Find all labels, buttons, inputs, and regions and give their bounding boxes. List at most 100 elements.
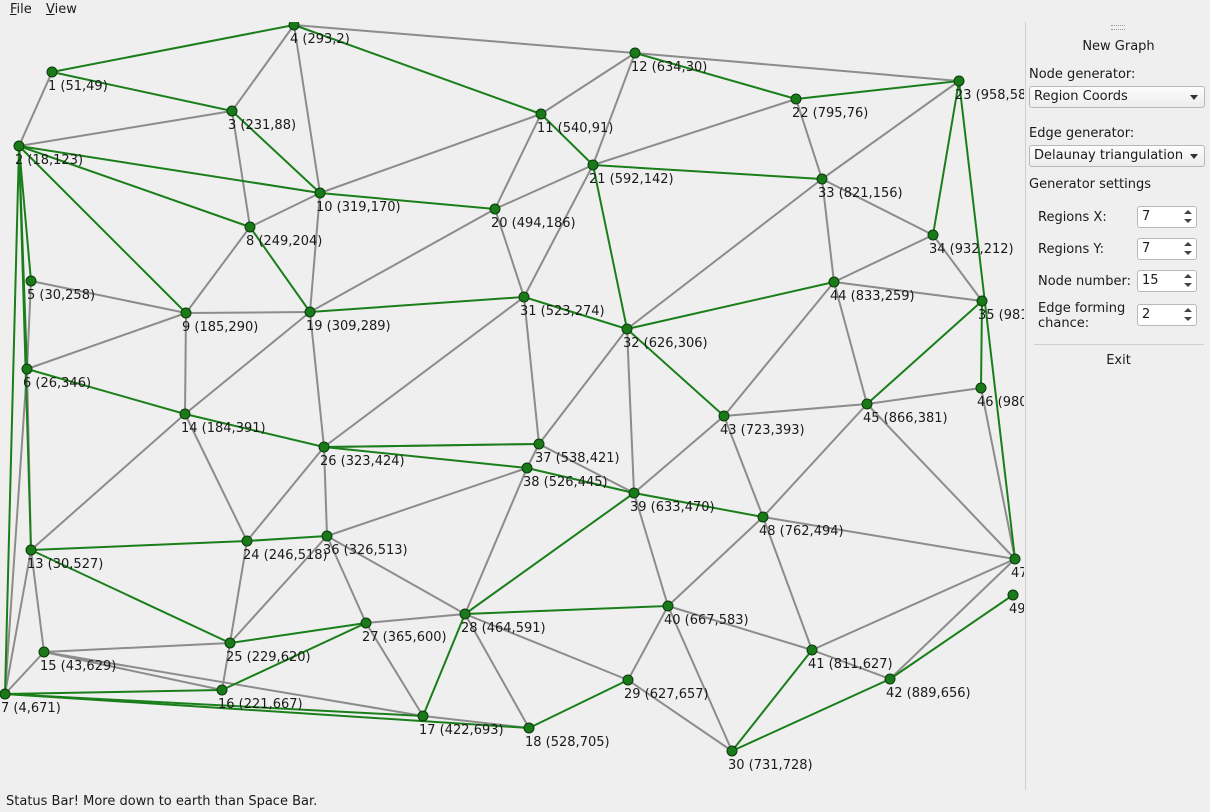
graph-node[interactable] (628, 487, 640, 499)
graph-node-label: 29 (627,657) (624, 687, 709, 702)
graph-edge-highlighted (731, 678, 891, 752)
graph-node[interactable] (417, 710, 429, 722)
graph-edge-highlighted (932, 80, 960, 236)
graph-node[interactable] (318, 441, 330, 453)
spin-down-icon[interactable] (1182, 281, 1194, 290)
graph-node[interactable] (622, 674, 634, 686)
graph-node[interactable] (25, 544, 37, 556)
graph-node[interactable] (621, 323, 633, 335)
graph-node[interactable] (828, 276, 840, 288)
graph-node[interactable] (46, 66, 58, 78)
spin-down-icon[interactable] (1182, 217, 1194, 226)
graph-edge (184, 311, 311, 415)
graph-node[interactable] (224, 637, 236, 649)
graph-node[interactable] (226, 105, 238, 117)
graph-edge-highlighted (633, 492, 764, 518)
graph-edge-highlighted (528, 679, 629, 729)
graph-canvas[interactable]: 1 (51,49) 2 (18,123) 3 (231,88) 4 (293,2) 5 … (0, 22, 1024, 790)
graph-node[interactable] (179, 408, 191, 420)
node-number-spinbox[interactable]: 15 (1137, 270, 1197, 292)
graph-node[interactable] (806, 644, 818, 656)
graph-node[interactable] (459, 608, 471, 620)
regions-y-spinbox[interactable]: 7 (1137, 238, 1197, 260)
graph-node-label: 49 (1012,572) (1009, 602, 1024, 617)
graph-edge (464, 467, 528, 615)
graph-node[interactable] (533, 438, 545, 450)
menu-file[interactable]: File (10, 2, 32, 17)
spin-up-icon[interactable] (1182, 208, 1194, 217)
graph-edge-highlighted (958, 80, 1016, 560)
graph-node[interactable] (518, 291, 530, 303)
graph-node[interactable] (816, 173, 828, 185)
graph-node[interactable] (927, 229, 939, 241)
graph-node[interactable] (288, 22, 300, 31)
spin-up-icon[interactable] (1182, 306, 1194, 315)
graph-edge (18, 71, 53, 147)
graph-edge-highlighted (30, 540, 248, 551)
graph-node[interactable] (321, 530, 333, 542)
graph-node-label: 44 (833,259) (830, 289, 915, 304)
graph-node[interactable] (0, 688, 11, 700)
graph-edge (18, 110, 233, 147)
exit-button[interactable]: Exit (1106, 353, 1131, 368)
graph-node[interactable] (757, 511, 769, 523)
graph-node[interactable] (244, 221, 256, 233)
spin-down-icon[interactable] (1182, 249, 1194, 258)
graph-node[interactable] (535, 108, 547, 120)
graph-node[interactable] (953, 75, 965, 87)
graph-node-label: 25 (229,620) (226, 650, 311, 665)
edge-chance-spinbox[interactable]: 2 (1137, 304, 1197, 326)
menu-view[interactable]: View (46, 2, 77, 17)
spin-down-icon[interactable] (1182, 315, 1194, 324)
graph-edge (229, 535, 328, 644)
graph-node[interactable] (587, 159, 599, 171)
graph-edge-highlighted (249, 226, 311, 313)
graph-node[interactable] (726, 745, 738, 757)
graph-node[interactable] (521, 462, 533, 474)
regions-x-spinbox[interactable]: 7 (1137, 206, 1197, 228)
graph-node[interactable] (216, 684, 228, 696)
graph-edge (4, 651, 45, 695)
spin-up-icon[interactable] (1182, 272, 1194, 281)
graph-node[interactable] (304, 306, 316, 318)
graph-edge-highlighted (464, 492, 635, 615)
graph-node[interactable] (180, 307, 192, 319)
graph-node[interactable] (718, 410, 730, 422)
graph-node-label: 11 (540,91) (537, 121, 613, 136)
graph-edge-highlighted (51, 24, 295, 73)
graph-edge (811, 649, 891, 680)
graph-edge-highlighted (634, 52, 797, 100)
graph-edge-highlighted (4, 693, 530, 729)
graph-node[interactable] (884, 673, 896, 685)
graph-node[interactable] (21, 363, 33, 375)
graph-node-label: 24 (246,518) (243, 548, 328, 563)
graph-node[interactable] (38, 646, 50, 658)
graph-node[interactable] (13, 140, 25, 152)
graph-node[interactable] (790, 93, 802, 105)
graph-node[interactable] (360, 617, 372, 629)
graph-node[interactable] (629, 47, 641, 59)
node-generator-select[interactable]: Region Coords (1029, 86, 1205, 108)
graph-edge (667, 516, 764, 607)
graph-node[interactable] (861, 398, 873, 410)
spin-up-icon[interactable] (1182, 240, 1194, 249)
graph-node[interactable] (662, 600, 674, 612)
graph-node-label: 12 (634,30) (631, 60, 707, 75)
graph-node[interactable] (241, 535, 253, 547)
graph-node[interactable] (523, 722, 535, 734)
graph-node[interactable] (25, 275, 37, 287)
graph-edge-highlighted (30, 549, 231, 644)
graph-node[interactable] (1007, 589, 1019, 601)
graph-node[interactable] (976, 295, 988, 307)
status-text: Status Bar! More down to earth than Spac… (6, 794, 318, 809)
gray-edges (4, 24, 1016, 752)
graph-node[interactable] (489, 203, 501, 215)
dock-grip-handle[interactable] (1111, 25, 1125, 30)
graph-node[interactable] (975, 382, 987, 394)
graph-node[interactable] (314, 187, 326, 199)
graph-node[interactable] (1009, 553, 1021, 565)
graph-edge (795, 98, 823, 180)
new-graph-button[interactable]: New Graph (1082, 39, 1155, 54)
edge-generator-select[interactable]: Delaunay triangulation (1029, 145, 1205, 167)
graph-edge (323, 446, 328, 537)
